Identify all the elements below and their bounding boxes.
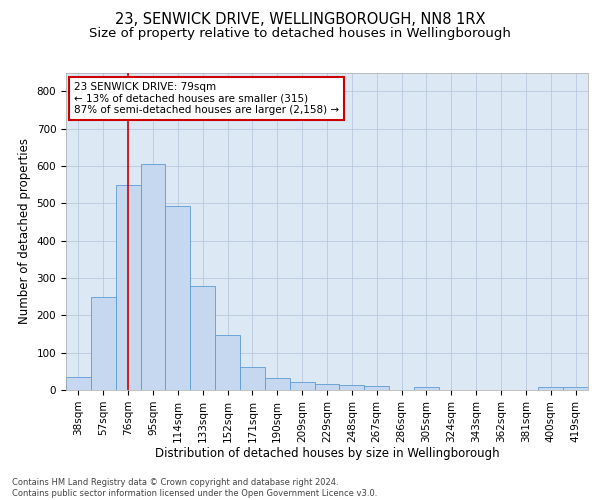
Bar xyxy=(314,384,340,390)
Text: 23, SENWICK DRIVE, WELLINGBOROUGH, NN8 1RX: 23, SENWICK DRIVE, WELLINGBOROUGH, NN8 1… xyxy=(115,12,485,28)
Bar xyxy=(290,382,314,390)
Bar xyxy=(66,377,91,390)
Bar xyxy=(116,186,140,390)
Bar xyxy=(240,367,265,390)
X-axis label: Distribution of detached houses by size in Wellingborough: Distribution of detached houses by size … xyxy=(155,448,499,460)
Bar xyxy=(140,164,166,390)
Bar xyxy=(414,388,439,390)
Bar xyxy=(265,378,290,390)
Y-axis label: Number of detached properties: Number of detached properties xyxy=(18,138,31,324)
Bar xyxy=(538,387,563,390)
Bar xyxy=(91,298,116,390)
Text: 23 SENWICK DRIVE: 79sqm
← 13% of detached houses are smaller (315)
87% of semi-d: 23 SENWICK DRIVE: 79sqm ← 13% of detache… xyxy=(74,82,339,115)
Text: Size of property relative to detached houses in Wellingborough: Size of property relative to detached ho… xyxy=(89,28,511,40)
Bar xyxy=(340,385,364,390)
Bar xyxy=(166,206,190,390)
Bar xyxy=(563,388,588,390)
Bar xyxy=(364,386,389,390)
Text: Contains HM Land Registry data © Crown copyright and database right 2024.
Contai: Contains HM Land Registry data © Crown c… xyxy=(12,478,377,498)
Bar xyxy=(190,286,215,390)
Bar xyxy=(215,334,240,390)
